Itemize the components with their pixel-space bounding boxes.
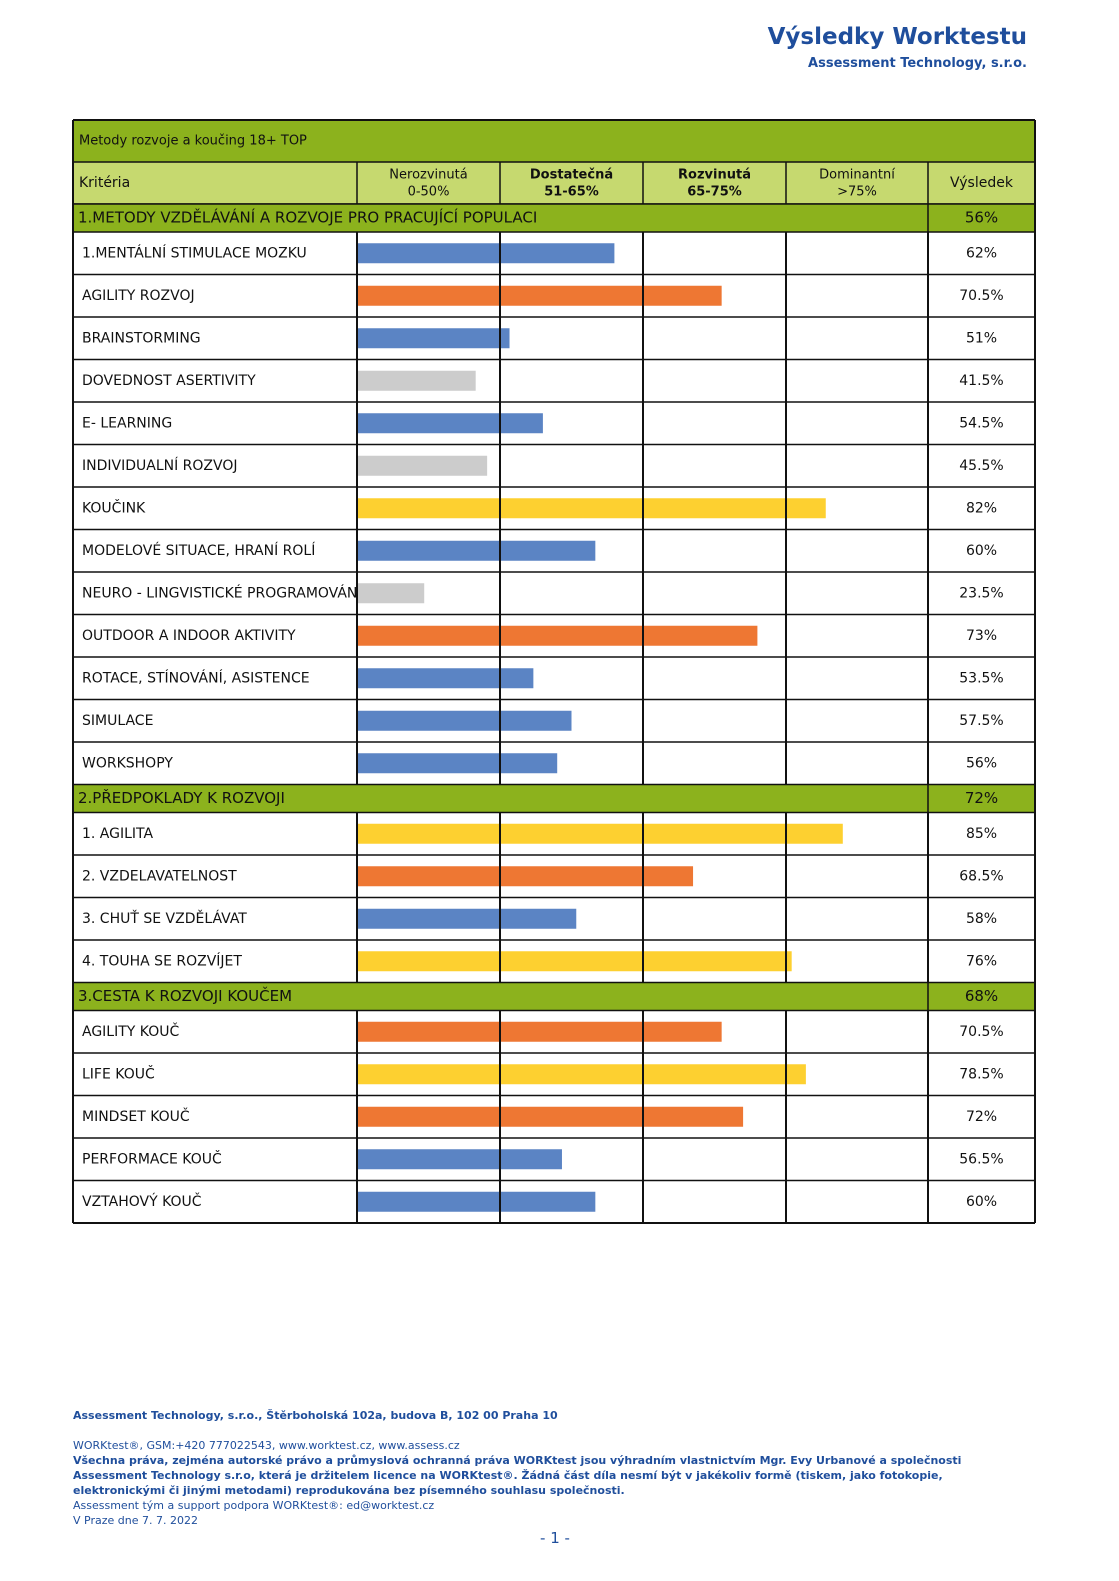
bar — [357, 413, 543, 434]
bar — [357, 1021, 722, 1042]
result-value: 85% — [966, 826, 997, 842]
band-name: Dominantní — [819, 168, 895, 183]
title-row — [73, 120, 1035, 162]
criterion-label: 4. TOUHA SE ROZVÍJET — [82, 952, 242, 969]
bar — [357, 823, 843, 844]
bar — [357, 753, 558, 774]
band-range: 51-65% — [544, 185, 599, 200]
bar — [357, 243, 615, 264]
section-title: 2.PŘEDPOKLADY K ROZVOJI — [78, 788, 285, 807]
criterion-label: SIMULACE — [82, 713, 153, 729]
result-value: 58% — [966, 911, 997, 927]
criterion-label: DOVEDNOST ASERTIVITY — [82, 373, 256, 389]
criterion-label: MINDSET KOUČ — [82, 1107, 190, 1125]
bar — [357, 1149, 562, 1170]
bar — [357, 668, 534, 689]
criterion-label: AGILITY ROZVOJ — [82, 288, 195, 304]
bar — [357, 1191, 596, 1212]
criterion-label: KOUČINK — [82, 498, 146, 516]
bar — [357, 455, 488, 476]
result-value: 76% — [966, 953, 997, 969]
result-value: 72% — [966, 1109, 997, 1125]
criteria-header: Kritéria — [79, 175, 130, 191]
result-value: 53.5% — [959, 670, 1003, 686]
footer-date: V Praze dne 7. 7. 2022 — [73, 1514, 198, 1527]
bar — [357, 625, 758, 646]
criterion-label: 1. AGILITA — [82, 826, 154, 842]
section-title: 1.METODY VZDĚLÁVÁNÍ A ROZVOJE PRO PRACUJ… — [78, 208, 537, 227]
result-value: 68.5% — [959, 868, 1003, 884]
band-name: Dostatečná — [530, 168, 613, 183]
band-name: Nerozvinutá — [389, 168, 467, 183]
bar — [357, 1106, 744, 1127]
result-value: 70.5% — [959, 288, 1003, 304]
criterion-label: AGILITY KOUČ — [82, 1022, 179, 1040]
result-header: Výsledek — [950, 175, 1014, 191]
footer-support: Assessment tým a support podpora WORKtes… — [73, 1499, 435, 1512]
bar — [357, 1064, 806, 1085]
bar — [357, 908, 577, 929]
criterion-label: MODELOVÉ SITUACE, HRANÍ ROLÍ — [82, 542, 315, 559]
footer-contact: WORKtest®, GSM:+420 777022543, www.workt… — [73, 1439, 460, 1452]
bar — [357, 328, 510, 349]
bar — [357, 583, 425, 604]
result-value: 51% — [966, 330, 997, 346]
section-row — [73, 982, 1035, 1011]
table-title: Metody rozvoje a koučing 18+ TOP — [79, 134, 307, 149]
footer-rights: Všechna práva, zejména autorské právo a … — [73, 1454, 962, 1497]
result-value: 56% — [966, 755, 997, 771]
header-title: Výsledky Worktestu — [767, 24, 1027, 50]
section-result: 56% — [965, 209, 998, 227]
header-row — [73, 162, 1035, 204]
result-value: 45.5% — [959, 458, 1003, 474]
section-title: 3.CESTA K ROZVOJI KOUČEM — [78, 986, 292, 1005]
criterion-label: 2. VZDELAVATELNOST — [82, 868, 237, 884]
result-value: 60% — [966, 1194, 997, 1210]
section-row — [73, 784, 1035, 813]
section-row — [73, 204, 1035, 232]
bar — [357, 710, 572, 731]
criterion-label: VZTAHOVÝ KOUČ — [82, 1192, 202, 1210]
result-value: 73% — [966, 628, 997, 644]
section-result: 68% — [965, 987, 998, 1005]
result-value: 56.5% — [959, 1151, 1003, 1167]
criterion-label: OUTDOOR A INDOOR AKTIVITY — [82, 628, 296, 644]
criterion-label: PERFORMACE KOUČ — [82, 1149, 222, 1167]
bar — [357, 498, 826, 519]
page-number: - 1 - — [540, 1529, 570, 1547]
criterion-label: E- LEARNING — [82, 415, 172, 431]
band-range: >75% — [837, 185, 877, 200]
result-value: 62% — [966, 245, 997, 261]
band-range: 0-50% — [408, 185, 450, 200]
band-range: 65-75% — [687, 185, 742, 200]
result-value: 82% — [966, 500, 997, 516]
criterion-label: 3. CHUŤ SE VZDĚLÁVAT — [82, 910, 247, 927]
section-result: 72% — [965, 789, 998, 807]
criterion-label: LIFE KOUČ — [82, 1064, 155, 1082]
criterion-label: INDIVIDUALNÍ ROZVOJ — [82, 457, 238, 474]
bar — [357, 285, 722, 306]
result-value: 54.5% — [959, 415, 1003, 431]
criterion-label: NEURO - LINGVISTICKÉ PROGRAMOVÁNÍ — [82, 584, 362, 601]
result-value: 60% — [966, 543, 997, 559]
result-value: 70.5% — [959, 1024, 1003, 1040]
band-name: Rozvinutá — [678, 168, 751, 183]
result-value: 23.5% — [959, 585, 1003, 601]
bar — [357, 540, 596, 561]
bar — [357, 370, 476, 391]
criterion-label: BRAINSTORMING — [82, 330, 201, 346]
bar — [357, 866, 694, 887]
table: Metody rozvoje a koučing 18+ TOP Kritéria… — [72, 119, 1036, 1224]
footer-address: Assessment Technology, s.r.o., Štěrbohol… — [73, 1409, 558, 1422]
criterion-label: ROTACE, STÍNOVÁNÍ, ASISTENCE — [82, 669, 310, 686]
criterion-label: 1.MENTÁLNÍ STIMULACE MOZKU — [82, 244, 307, 261]
bar — [357, 951, 792, 972]
result-value: 41.5% — [959, 373, 1003, 389]
result-value: 57.5% — [959, 713, 1003, 729]
header-subtitle: Assessment Technology, s.r.o. — [808, 56, 1027, 71]
criterion-label: WORKSHOPY — [82, 755, 173, 771]
result-value: 78.5% — [959, 1066, 1003, 1082]
